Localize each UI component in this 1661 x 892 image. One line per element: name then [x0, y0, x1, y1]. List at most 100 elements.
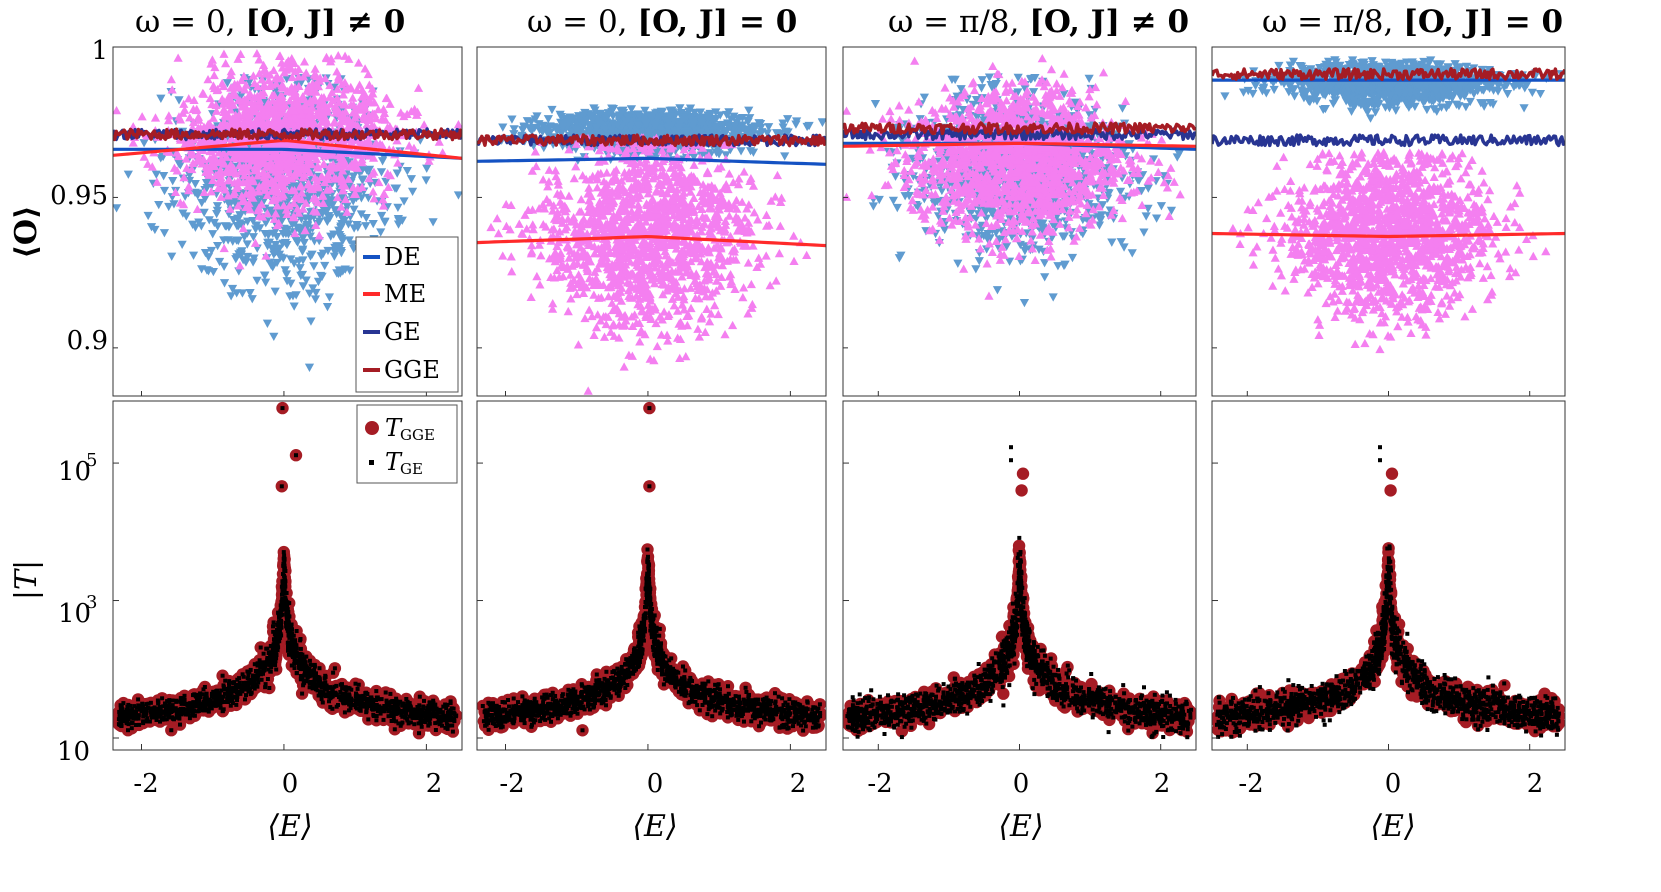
- eigenstate-up-marker: [305, 109, 315, 119]
- eigenstate-up-marker: [641, 312, 651, 321]
- eigenstate-up-marker: [711, 260, 722, 269]
- eigenstate-up-marker: [225, 204, 235, 213]
- eigenstate-up-marker: [575, 226, 585, 235]
- eigenstate-up-marker: [280, 114, 290, 123]
- eigenstate-up-marker: [271, 79, 281, 88]
- eigenstate-up-marker: [720, 329, 730, 339]
- eigenstate-up-marker: [334, 161, 344, 170]
- eigenstate-up-marker: [589, 241, 600, 251]
- eigenstate-up-marker: [651, 318, 661, 328]
- eigenstate-up-marker: [313, 197, 323, 207]
- eigenstate-down-marker: [349, 205, 359, 214]
- eigenstate-up-marker: [261, 251, 271, 260]
- eigenstate-up-marker: [301, 68, 311, 77]
- eigenstate-down-marker: [262, 242, 273, 251]
- eigenstate-up-marker: [578, 288, 589, 297]
- eigenstate-up-marker: [273, 173, 284, 182]
- eigenstate-down-marker: [296, 79, 306, 88]
- eigenstate-up-marker: [532, 271, 542, 281]
- eigenstate-up-marker: [231, 183, 241, 193]
- eigenstate-up-marker: [761, 251, 771, 260]
- eigenstate-up-marker: [685, 187, 696, 196]
- series-line-me: [477, 235, 826, 248]
- eigenstate-up-marker: [340, 51, 350, 60]
- eigenstate-up-marker: [605, 144, 616, 153]
- eigenstate-up-marker: [573, 340, 584, 349]
- eigenstate-up-marker: [552, 208, 563, 217]
- eigenstate-up-marker: [740, 213, 750, 222]
- eigenstate-up-marker: [348, 93, 358, 102]
- eigenstate-up-marker: [583, 189, 593, 198]
- eigenstate-down-marker: [817, 118, 826, 128]
- eigenstate-up-marker: [690, 276, 700, 285]
- eigenstate-down-marker: [317, 272, 327, 281]
- eigenstate-up-marker: [682, 320, 692, 330]
- eigenstate-down-marker: [208, 267, 218, 277]
- eigenstate-up-marker: [344, 115, 354, 124]
- eigenstate-up-marker: [364, 80, 374, 89]
- eigenstate-up-marker: [359, 110, 369, 119]
- eigenstate-up-marker: [635, 249, 645, 258]
- eigenstate-up-marker: [253, 205, 263, 215]
- eigenstate-down-marker: [606, 126, 617, 135]
- eigenstate-up-marker: [382, 93, 392, 103]
- eigenstate-up-marker: [208, 113, 219, 122]
- eigenstate-up-marker: [377, 140, 387, 149]
- eigenstate-up-marker: [369, 98, 380, 107]
- eigenstate-down-marker: [262, 319, 273, 328]
- eigenstate-up-marker: [650, 258, 660, 268]
- eigenstate-up-marker: [677, 191, 688, 200]
- eigenstate-up-marker: [661, 196, 671, 206]
- eigenstate-up-marker: [666, 163, 676, 172]
- eigenstate-up-marker: [412, 110, 422, 119]
- eigenstate-up-marker: [643, 300, 653, 309]
- eigenstate-down-marker: [674, 123, 684, 133]
- panel-top-3: [842, 46, 1197, 397]
- eigenstate-up-marker: [175, 115, 186, 124]
- eigenstate-up-marker: [237, 191, 247, 200]
- plot-area: [477, 47, 826, 396]
- eigenstate-down-marker: [726, 115, 736, 124]
- eigenstate-down-marker: [633, 121, 643, 130]
- eigenstate-up-marker: [660, 221, 670, 231]
- eigenstate-down-marker: [602, 112, 612, 121]
- eigenstate-up-marker: [597, 205, 607, 214]
- eigenstate-down-marker: [298, 282, 308, 291]
- eigenstate-up-marker: [315, 95, 325, 105]
- eigenstate-up-marker: [239, 170, 250, 180]
- eigenstate-up-marker: [704, 248, 715, 257]
- eigenstate-down-marker: [507, 115, 517, 124]
- eigenstate-down-marker: [113, 204, 122, 213]
- plot-frame: [476, 46, 827, 397]
- eigenstate-up-marker: [762, 221, 772, 230]
- eigenstate-up-marker: [677, 300, 687, 309]
- eigenstate-up-marker: [655, 273, 666, 282]
- eigenstate-down-marker: [537, 128, 548, 137]
- eigenstate-up-marker: [732, 226, 743, 235]
- eigenstate-down-marker: [689, 108, 700, 118]
- eigenstate-down-marker: [333, 269, 344, 279]
- eigenstate-up-marker: [514, 219, 524, 228]
- eigenstate-up-marker: [583, 238, 594, 247]
- eigenstate-up-marker: [217, 94, 227, 103]
- eigenstate-down-marker: [399, 197, 409, 206]
- eigenstate-up-marker: [589, 290, 599, 299]
- eigenstate-down-marker: [307, 250, 317, 259]
- eigenstate-down-marker: [780, 152, 790, 161]
- eigenstate-up-marker: [352, 163, 363, 172]
- eigenstate-down-marker: [650, 122, 660, 131]
- eigenstate-up-marker: [563, 306, 573, 316]
- eigenstate-down-marker: [681, 129, 692, 138]
- eigenstate-up-marker: [307, 79, 318, 88]
- eigenstate-up-marker: [657, 163, 667, 172]
- eigenstate-up-marker: [245, 89, 255, 98]
- eigenstate-up-marker: [213, 178, 223, 187]
- eigenstate-up-marker: [671, 244, 682, 253]
- eigenstate-up-marker: [280, 184, 290, 194]
- eigenstate-up-marker: [396, 108, 406, 117]
- eigenstate-up-marker: [226, 96, 236, 105]
- eigenstate-up-marker: [218, 159, 229, 168]
- eigenstate-up-marker: [218, 99, 229, 108]
- eigenstate-up-marker: [350, 189, 361, 198]
